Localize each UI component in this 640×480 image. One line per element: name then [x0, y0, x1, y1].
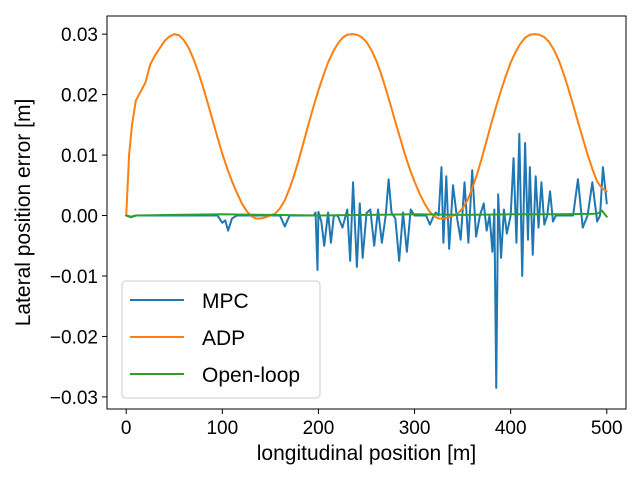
y-tick-label: 0.03: [61, 25, 98, 46]
x-ticks: 0 100 200 300 400 500: [121, 409, 623, 439]
x-axis-label: longitudinal position [m]: [257, 442, 476, 465]
y-tick-label: −0.02: [50, 327, 98, 348]
x-tick-label: 300: [399, 418, 431, 439]
y-tick-label: 0.02: [61, 86, 98, 107]
x-tick-label: 200: [303, 418, 335, 439]
x-tick-label: 100: [206, 418, 238, 439]
series-layer: [125, 33, 608, 389]
series-line-adp: [125, 33, 608, 220]
plot-area: 0 100 200 300 400 500 −0.03 −0.02 −0.01 0.00 0.01…: [50, 15, 627, 439]
legend-entries: MPC ADP Open-loop: [130, 290, 300, 387]
y-axis-label: Lateral position error [m]: [12, 99, 35, 327]
y-tick-label: 0.01: [61, 146, 98, 167]
x-tick-label: 0: [121, 418, 132, 439]
legend-label-open-loop: Open-loop: [202, 364, 300, 387]
axes-frame: [106, 15, 627, 410]
legend-box: [121, 280, 321, 399]
legend: MPC ADP Open-loop: [121, 280, 321, 399]
y-tick-label: 0.00: [61, 207, 98, 228]
x-tick-label: 500: [591, 418, 623, 439]
legend-label-mpc: MPC: [202, 290, 249, 313]
x-tick-label: 400: [495, 418, 527, 439]
y-tick-label: −0.01: [50, 267, 98, 288]
legend-label-adp: ADP: [202, 327, 245, 350]
series-line-open-loop: [125, 209, 608, 219]
y-ticks: −0.03 −0.02 −0.01 0.00 0.01 0.02 0.03: [50, 25, 107, 409]
y-tick-label: −0.03: [50, 388, 98, 409]
